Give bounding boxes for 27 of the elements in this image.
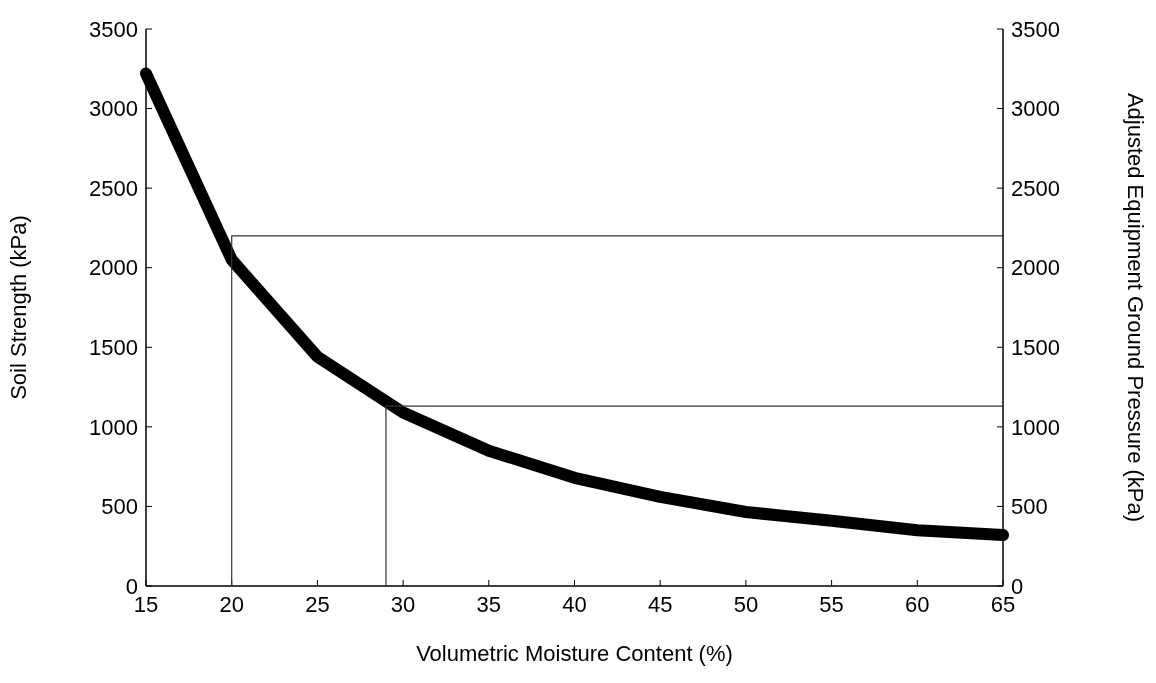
x-tick-label: 55 [819,592,844,617]
y2-tick-label: 500 [1011,494,1048,520]
x-tick-label: 25 [305,592,330,617]
x-tick-label: 50 [733,592,759,617]
y-tick-label: 0 [125,573,138,599]
y2-tick-label: 1000 [1011,414,1060,440]
y2-axis-title: Adjusted Equipment Ground Pressure (kPa) [1123,92,1148,523]
x-axis-title: Volumetric Moisture Content (%) [416,641,733,666]
x-tick-label: 30 [390,592,416,617]
y-tick-label: 1500 [89,334,138,360]
y-tick-label: 3000 [89,96,138,122]
y-axis-title: Soil Strength (kPa) [6,215,31,400]
y-tick-label: 3500 [89,16,138,42]
y-tick-label: 2000 [89,255,138,281]
y2-tick-label: 1500 [1011,334,1060,360]
x-tick-label: 40 [562,592,587,617]
y2-tick-label: 2000 [1011,255,1060,281]
x-tick-label: 60 [905,592,930,617]
y2-tick-label: 2500 [1011,175,1060,201]
y2-tick-label: 3500 [1011,16,1060,42]
y2-tick-label: 3000 [1011,96,1060,122]
x-tick-label: 45 [647,592,673,617]
y-tick-label: 500 [101,494,138,520]
y-tick-label: 1000 [89,414,138,440]
x-tick-label: 20 [219,592,244,617]
x-tick-label: 35 [476,592,502,617]
y-tick-label: 2500 [89,175,138,201]
